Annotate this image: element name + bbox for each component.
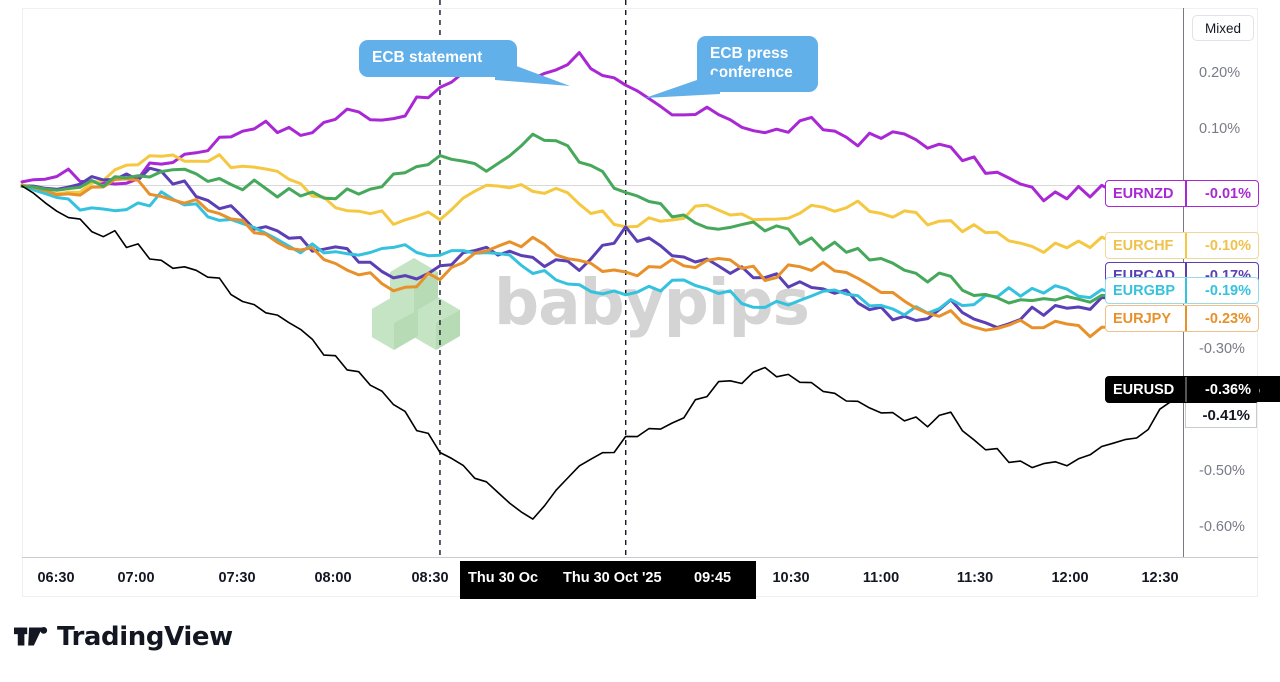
series-label-name: EURJPY — [1113, 310, 1172, 327]
price-tick-0: 0.20% — [1199, 65, 1241, 81]
series-label-name: EURCHF — [1113, 237, 1174, 254]
annotation-ecb-press-conference: ECB press conference — [697, 36, 818, 92]
series-label-value: -0.10% — [1185, 233, 1258, 258]
chart-area[interactable]: babypips Mixed ECB statement ECB press c… — [0, 0, 1280, 605]
series-line-eurchf — [20, 153, 1183, 254]
series-label-value: -0.23% — [1185, 306, 1258, 331]
annotation-pointer-press — [645, 72, 720, 98]
time-tick-1100: 11:00 — [862, 570, 900, 586]
series-label-eurusd[interactable]: EURUSD -0.36% — [1105, 376, 1259, 403]
tradingview-logo[interactable]: TradingView — [14, 622, 233, 652]
price-tick-2: -0.30% — [1199, 341, 1245, 357]
series-line-eurcadx — [20, 132, 1183, 305]
series-line-eurnzd — [20, 51, 1183, 203]
series-line-eurjpy — [20, 177, 1183, 339]
price-tick-3: -0.50% — [1199, 463, 1245, 479]
series-label-eurchf[interactable]: EURCHF -0.10% — [1105, 232, 1259, 259]
time-tick-0730: 07:30 — [218, 570, 256, 586]
time-tick-0630: 06:30 — [37, 570, 75, 586]
time-tick-0830: 08:30 — [411, 570, 449, 586]
series-label-name: EURUSD — [1113, 381, 1175, 398]
series-label-value: -0.36% — [1185, 377, 1258, 402]
annotation-ecb-statement: ECB statement — [359, 40, 517, 77]
tradingview-mark-icon — [14, 626, 48, 646]
series-label-eurnzd[interactable]: EURNZD -0.01% — [1105, 180, 1259, 207]
time-tick-0700: 07:00 — [117, 570, 155, 586]
event-marker-lines — [439, 0, 627, 557]
price-tick-4: -0.60% — [1199, 519, 1245, 535]
series-line-eurusd — [21, 185, 1183, 520]
series-lines — [20, 51, 1183, 520]
annotation-pointer-statement — [495, 58, 570, 86]
series-label-eurjpy[interactable]: EURJPY -0.23% — [1105, 305, 1259, 332]
series-label-eurgbp[interactable]: EURGBP -0.19% — [1105, 277, 1259, 304]
series-label-value: -0.01% — [1185, 181, 1258, 206]
chart-frame-left — [22, 8, 23, 597]
time-highlight-crosshair: 09:45 — [694, 570, 732, 586]
series-line-eurgbp — [20, 183, 1183, 317]
tradingview-wordmark: TradingView — [57, 622, 233, 652]
series-line-eurcad — [20, 166, 1183, 329]
time-tick-1230: 12:30 — [1141, 570, 1179, 586]
time-tick-1030: 10:30 — [772, 570, 810, 586]
time-tick-0800: 08:00 — [314, 570, 352, 586]
time-scale-divider — [22, 557, 1258, 558]
chart-frame-top — [22, 8, 1258, 9]
series-label-name: EURGBP — [1113, 282, 1176, 299]
price-tick-1: 0.10% — [1199, 121, 1241, 137]
price-plot — [20, 0, 1183, 557]
series-label-value: -0.19% — [1185, 278, 1258, 303]
time-tick-1130: 11:30 — [956, 570, 994, 586]
status-badge[interactable]: Mixed — [1192, 15, 1254, 41]
series-label-name: EURNZD — [1113, 185, 1174, 202]
price-label-crosshair: -0.41% — [1185, 402, 1257, 428]
time-tick-1200: 12:00 — [1051, 570, 1089, 586]
time-highlight-marker2: Thu 30 Oct '25 — [563, 570, 662, 586]
time-highlight-background — [460, 561, 756, 599]
time-highlight-marker1: Thu 30 Oc — [468, 570, 539, 586]
